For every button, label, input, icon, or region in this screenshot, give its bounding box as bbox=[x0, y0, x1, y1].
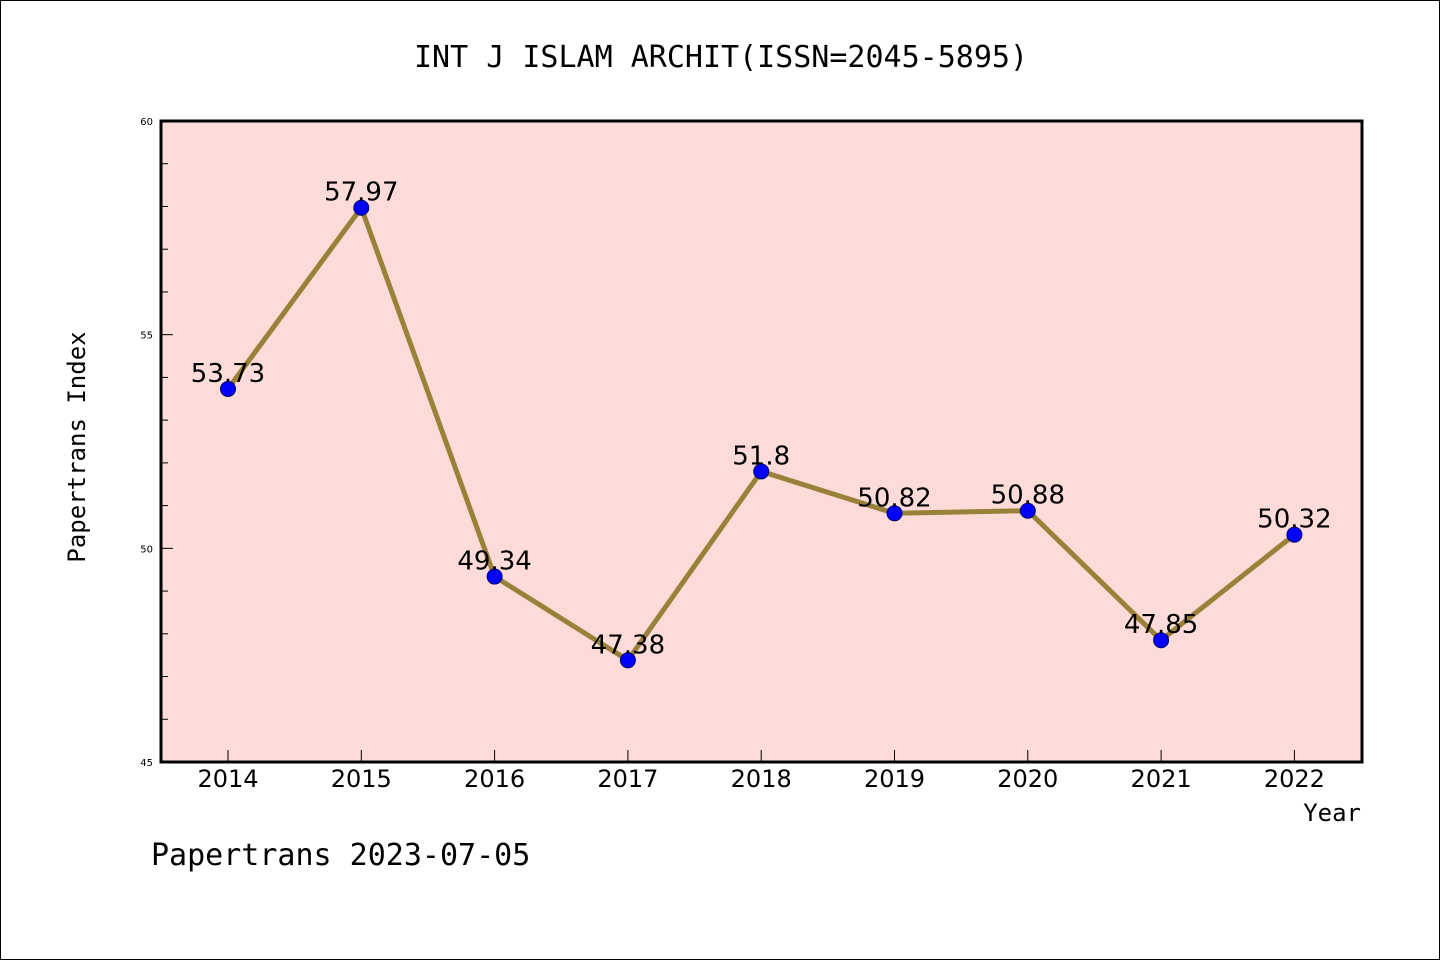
y-tick-label: 55 bbox=[140, 331, 153, 342]
y-tick-label: 60 bbox=[140, 117, 153, 128]
y-tick-label: 50 bbox=[140, 544, 153, 555]
data-label: 53.73 bbox=[191, 359, 265, 389]
data-point bbox=[220, 380, 236, 397]
x-tick-label: 2019 bbox=[864, 765, 925, 793]
x-axis-ticks: 2014 2015 2016 2017 2018 2019 2020 2021 2022 bbox=[197, 750, 1325, 793]
data-label: 50.88 bbox=[991, 481, 1065, 511]
x-tick-label: 2016 bbox=[464, 765, 525, 793]
x-tick-label: 2017 bbox=[597, 765, 658, 793]
data-label: 49.34 bbox=[457, 547, 531, 577]
x-tick-label: 2018 bbox=[731, 765, 792, 793]
x-tick-label: 2014 bbox=[197, 765, 258, 793]
y-axis-label: Papertrans Index bbox=[63, 331, 91, 562]
data-point bbox=[886, 505, 903, 522]
data-point bbox=[753, 463, 770, 480]
data-label: 57.97 bbox=[324, 178, 398, 208]
x-tick-label: 2022 bbox=[1264, 765, 1325, 793]
plot-area bbox=[159, 119, 1364, 764]
data-point bbox=[353, 199, 370, 216]
data-point bbox=[486, 568, 503, 585]
chart-title: INT J ISLAM ARCHIT(ISSN=2045-5895) bbox=[414, 40, 1028, 75]
data-point bbox=[1019, 502, 1036, 519]
data-label: 47.85 bbox=[1124, 610, 1198, 640]
data-label: 50.82 bbox=[857, 483, 931, 513]
x-axis-label: Year bbox=[1303, 799, 1361, 827]
footer-date-label: Papertrans 2023-07-05 bbox=[151, 838, 530, 873]
data-labels: 53.73 57.97 49.34 47.38 51.8 50.82 50.88 47.85 5… bbox=[191, 178, 1332, 661]
data-label: 47.38 bbox=[591, 630, 665, 660]
data-label: 50.32 bbox=[1257, 505, 1331, 535]
y-tick-label: 45 bbox=[140, 758, 153, 769]
data-point bbox=[619, 652, 636, 669]
x-tick-label: 2020 bbox=[997, 765, 1058, 793]
x-tick-label: 2021 bbox=[1131, 765, 1192, 793]
y-axis-ticks: 45 50 55 60 bbox=[140, 117, 173, 769]
x-tick-label: 2015 bbox=[331, 765, 392, 793]
data-point bbox=[1286, 526, 1303, 543]
data-points bbox=[220, 199, 1303, 669]
data-point bbox=[1153, 632, 1170, 649]
data-label: 51.8 bbox=[732, 441, 790, 471]
